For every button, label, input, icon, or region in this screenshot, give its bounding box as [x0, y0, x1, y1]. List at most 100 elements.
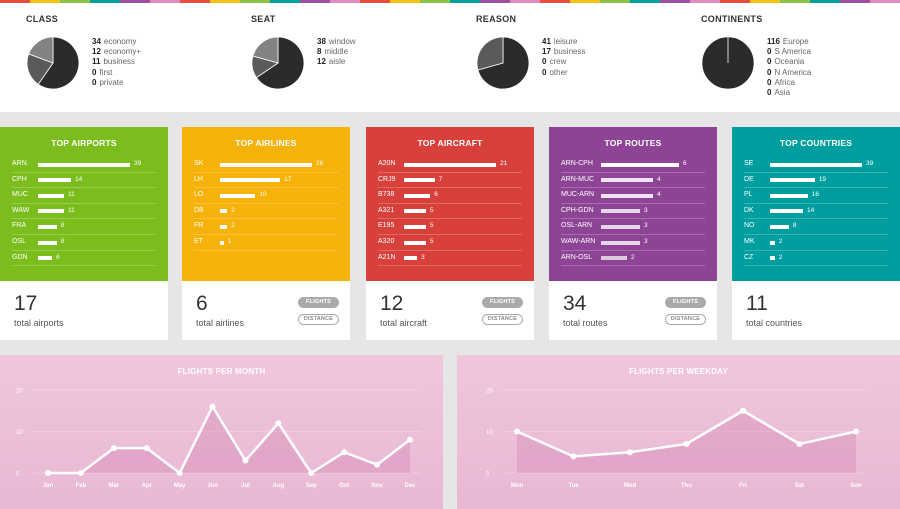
data-point[interactable] [110, 445, 117, 452]
ranking-row[interactable]: CPH 14 [12, 173, 156, 189]
row-value: 8 [60, 222, 65, 230]
y-tick-label: 10 [16, 430, 23, 436]
legend-item: 116 Europe [767, 37, 811, 47]
legend-count: 0 [92, 67, 97, 77]
row-bar [404, 240, 426, 245]
data-point[interactable] [683, 440, 690, 447]
row-value: 2 [778, 238, 783, 245]
data-point[interactable] [45, 470, 51, 476]
ranking-row[interactable]: ARN-OSL 2 [561, 251, 705, 267]
legend-item: 41 leisure [542, 37, 585, 47]
data-point[interactable] [275, 420, 282, 427]
ranking-row[interactable]: ET 1 [194, 235, 338, 251]
data-point[interactable] [308, 470, 315, 476]
data-point[interactable] [77, 470, 84, 476]
ranking-row[interactable]: A20N 21 [378, 157, 522, 173]
ranking-row[interactable]: A321 5 [378, 204, 522, 220]
flights-toggle-button[interactable]: FLIGHTS [665, 297, 706, 308]
ranking-row[interactable]: CZ 2 [744, 251, 888, 267]
data-point[interactable] [341, 449, 348, 456]
data-point[interactable] [209, 403, 216, 410]
ranking-row[interactable]: GDN 6 [12, 251, 156, 267]
row-value: 7 [438, 175, 443, 183]
strip-segment [600, 0, 630, 3]
row-bar [38, 224, 57, 229]
data-point[interactable] [796, 440, 803, 447]
legend-label: business [103, 57, 136, 67]
ranking-row[interactable]: LH 17 [194, 173, 338, 189]
legend-label: crew [549, 57, 567, 67]
ranking-row[interactable]: SE 39 [744, 157, 888, 173]
distance-toggle-button[interactable]: DISTANCE [298, 314, 339, 325]
data-point[interactable] [514, 428, 520, 435]
row-bar [770, 178, 815, 183]
distance-toggle-button[interactable]: DISTANCE [665, 314, 706, 325]
row-bar [770, 162, 862, 167]
row-label: OSL-ARN [561, 222, 593, 230]
strip-segment [90, 0, 120, 3]
row-label: ARN-OSL [561, 253, 593, 261]
legend-label: economy+ [103, 47, 142, 57]
row-value: 14 [75, 175, 83, 183]
ranking-row[interactable]: LO 10 [194, 188, 338, 204]
data-point[interactable] [176, 470, 183, 476]
ranking-row[interactable]: B738 6 [378, 188, 522, 204]
data-point[interactable] [627, 449, 633, 456]
data-point[interactable] [740, 407, 746, 414]
ranking-row[interactable]: DB 2 [194, 204, 338, 220]
x-tick-label: Aug [273, 483, 285, 489]
total-count: 6 [196, 292, 208, 315]
x-tick-label: Sun [850, 483, 862, 489]
ranking-row[interactable]: WAW 11 [12, 204, 156, 220]
ranking-row[interactable]: DE 19 [744, 173, 888, 189]
row-value: 4 [657, 175, 661, 183]
ranking-row[interactable]: A320 5 [378, 235, 522, 251]
flights-toggle-button[interactable]: FLIGHTS [482, 297, 523, 308]
ranking-row[interactable]: DK 14 [744, 204, 888, 220]
ranking-row[interactable]: MUC 11 [12, 188, 156, 204]
distance-toggle-button[interactable]: DISTANCE [482, 314, 523, 325]
x-tick-label: Feb [76, 483, 87, 489]
ranking-row[interactable]: CPH-GDN 3 [561, 204, 705, 220]
ranking-row[interactable]: ARN-MUC 4 [561, 173, 705, 189]
ranking-row[interactable]: E195 5 [378, 219, 522, 235]
summary-class: CLASS 34 economy 12 economy+ 11 business 0 first… [0, 14, 225, 104]
strip-segment [60, 0, 90, 3]
x-tick-label: Oct [339, 483, 349, 489]
ranking-row[interactable]: FRA 8 [12, 219, 156, 235]
row-value: 2 [778, 253, 783, 261]
data-point[interactable] [570, 453, 577, 460]
strip-segment [240, 0, 270, 3]
row-bar [38, 209, 64, 214]
chart-title: FLIGHTS PER MONTH [177, 367, 266, 376]
ranking-row[interactable]: NO 8 [744, 219, 888, 235]
ranking-row[interactable]: CRJ9 7 [378, 173, 522, 189]
strip-segment [630, 0, 660, 3]
ranking-row[interactable]: WAW-ARN 3 [561, 235, 705, 251]
row-bar [38, 193, 64, 198]
data-point[interactable] [407, 436, 413, 443]
data-point[interactable] [242, 457, 249, 464]
flights-toggle-button[interactable]: FLIGHTS [298, 297, 339, 308]
legend-count: 0 [767, 47, 772, 57]
summary-title: CONTINENTS [701, 14, 763, 24]
card-header: TOP ROUTES ARN-CPH 6 ARN-MUC 4 MUC-ARN 4 CPH-GD… [549, 127, 717, 281]
data-point[interactable] [143, 445, 150, 452]
ranking-row[interactable]: SK 26 [194, 157, 338, 173]
strip-segment [810, 0, 840, 3]
x-tick-label: Jan [43, 483, 54, 489]
ranking-row[interactable]: FR 2 [194, 219, 338, 235]
ranking-row[interactable]: OSL-ARN 3 [561, 219, 705, 235]
ranking-row[interactable]: A21N 3 [378, 251, 522, 267]
data-point[interactable] [853, 428, 859, 435]
legend-count: 0 [542, 57, 547, 67]
data-point[interactable] [374, 461, 381, 468]
ranking-row[interactable]: ARN-CPH 6 [561, 157, 705, 173]
ranking-row[interactable]: MUC-ARN 4 [561, 188, 705, 204]
ranking-row[interactable]: ARN 39 [12, 157, 156, 173]
ranking-row[interactable]: MK 2 [744, 235, 888, 251]
row-value: 5 [429, 222, 434, 230]
ranking-row[interactable]: OSL 8 [12, 235, 156, 251]
ranking-row[interactable]: PL 16 [744, 188, 888, 204]
total-label: total airlines [196, 318, 245, 328]
